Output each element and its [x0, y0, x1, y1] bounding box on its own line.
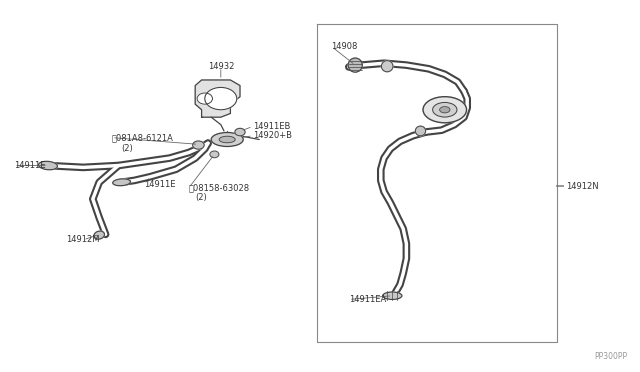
Ellipse shape [211, 132, 243, 147]
Ellipse shape [113, 179, 131, 186]
Ellipse shape [38, 161, 58, 170]
Ellipse shape [440, 107, 450, 113]
Text: 14908: 14908 [332, 42, 358, 51]
Text: 14912N: 14912N [566, 182, 599, 190]
Text: 14911EB: 14911EB [253, 122, 290, 131]
Ellipse shape [193, 141, 204, 149]
Text: PP300PP: PP300PP [594, 352, 627, 361]
Ellipse shape [205, 87, 237, 110]
Text: 14911EA: 14911EA [349, 295, 386, 304]
Text: (2): (2) [195, 193, 207, 202]
Text: (2): (2) [122, 144, 133, 153]
Ellipse shape [348, 58, 362, 72]
Text: 14920+B: 14920+B [253, 131, 292, 140]
Ellipse shape [219, 136, 236, 143]
Ellipse shape [383, 292, 402, 299]
Text: 14912M: 14912M [67, 235, 100, 244]
Ellipse shape [235, 128, 245, 136]
Text: 14932: 14932 [207, 62, 234, 71]
Ellipse shape [433, 102, 457, 117]
Ellipse shape [381, 61, 393, 72]
Text: 14911E: 14911E [144, 180, 175, 189]
Ellipse shape [415, 126, 426, 136]
Ellipse shape [423, 97, 467, 123]
Text: Ⓑ081A8-6121A: Ⓑ081A8-6121A [112, 133, 174, 142]
Polygon shape [195, 80, 240, 117]
Ellipse shape [197, 93, 212, 104]
Ellipse shape [210, 151, 219, 158]
Ellipse shape [94, 231, 104, 239]
Text: Ⓑ08158-63028: Ⓑ08158-63028 [189, 183, 250, 192]
Text: 14911E: 14911E [14, 161, 45, 170]
